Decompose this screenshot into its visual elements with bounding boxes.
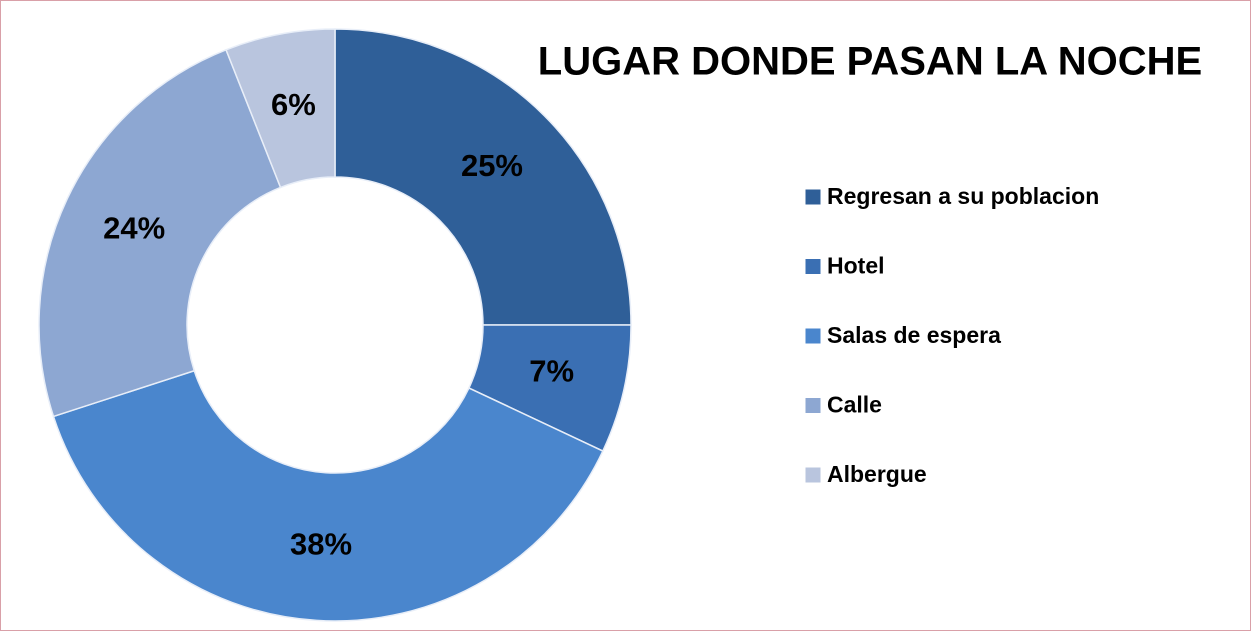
donut-slice [334, 28, 632, 326]
legend-label: Albergue [827, 461, 927, 487]
legend-label: Salas de espera [827, 322, 1001, 348]
legend-label: Regresan a su poblacion [827, 183, 1099, 209]
legend-label: Calle [827, 392, 882, 418]
legend-swatch [804, 397, 822, 414]
data-label: 24% [103, 211, 165, 246]
data-label: 25% [461, 148, 523, 183]
legend-swatch [804, 258, 822, 275]
donut-slice [52, 369, 604, 622]
legend-swatch [804, 188, 822, 206]
chart-title: LUGAR DONDE PASAN LA NOCHE [538, 40, 1202, 84]
data-label: 38% [290, 527, 352, 562]
donut-slice [225, 28, 336, 189]
donut-slice [38, 48, 282, 418]
legend-swatch [804, 466, 822, 484]
legend-label: Hotel [827, 253, 885, 279]
data-label: 7% [529, 354, 574, 389]
data-label: 6% [271, 87, 316, 122]
legend-swatch [804, 327, 822, 345]
